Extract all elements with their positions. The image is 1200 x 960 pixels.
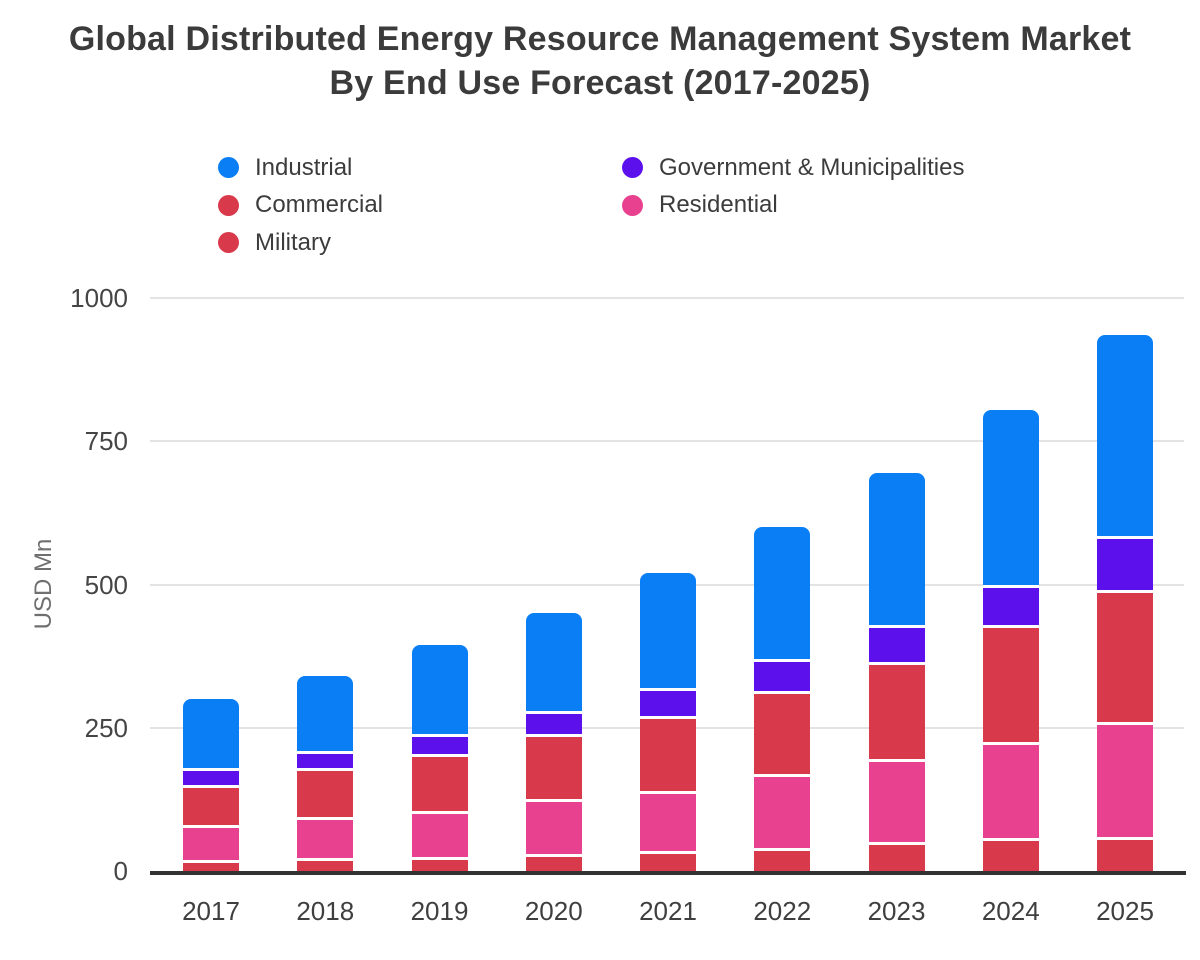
legend-label-commercial: Commercial: [255, 191, 383, 219]
bar-2024-segment-government-municipalities[interactable]: [983, 585, 1039, 625]
bar-2019-segment-military[interactable]: [412, 857, 468, 871]
plot-area: 201720182019202020212022202320242025: [155, 298, 1184, 871]
bar-2019-segment-commercial[interactable]: [412, 754, 468, 811]
bar-2021-segment-commercial[interactable]: [640, 716, 696, 790]
bar-2018[interactable]: [297, 676, 353, 871]
bar-2022-segment-commercial[interactable]: [754, 691, 810, 774]
bar-2021-segment-government-municipalities[interactable]: [640, 688, 696, 717]
x-tick-label-2021: 2021: [610, 896, 726, 927]
bar-2023-segment-military[interactable]: [869, 842, 925, 871]
y-tick-label-250: 250: [0, 712, 128, 744]
bar-2021-segment-industrial[interactable]: [640, 573, 696, 688]
bar-2022-segment-industrial[interactable]: [754, 527, 810, 659]
legend-dot-icon-military: [218, 232, 239, 253]
bar-2023-segment-industrial[interactable]: [869, 473, 925, 625]
bar-2017[interactable]: [183, 699, 239, 871]
legend-column-left: Industrial Commercial Military: [218, 149, 383, 262]
x-tick-label-2022: 2022: [724, 896, 840, 927]
bar-2017-segment-commercial[interactable]: [183, 785, 239, 825]
bar-2017-segment-government-municipalities[interactable]: [183, 768, 239, 785]
legend-label-military: Military: [255, 229, 331, 257]
bar-2024-segment-industrial[interactable]: [983, 410, 1039, 585]
bar-2021-segment-residential[interactable]: [640, 791, 696, 851]
bar-2020-segment-government-municipalities[interactable]: [526, 711, 582, 734]
bar-2018-segment-government-municipalities[interactable]: [297, 751, 353, 768]
chart-canvas: Global Distributed Energy Resource Manag…: [0, 0, 1200, 960]
legend-label-government-municipalities: Government & Municipalities: [659, 154, 964, 182]
bar-2024-segment-military[interactable]: [983, 838, 1039, 871]
bar-2019-segment-industrial[interactable]: [412, 645, 468, 734]
gridline-1000: [150, 297, 1184, 299]
bar-2025-segment-industrial[interactable]: [1097, 335, 1153, 536]
y-tick-label-1000: 1000: [0, 282, 128, 314]
bar-2017-segment-industrial[interactable]: [183, 699, 239, 768]
x-axis-line: [150, 871, 1186, 875]
bar-2018-segment-commercial[interactable]: [297, 768, 353, 817]
x-tick-label-2018: 2018: [267, 896, 383, 927]
bar-2025[interactable]: [1097, 335, 1153, 871]
legend-column-right: Government & Municipalities Residential: [622, 149, 964, 224]
legend-dot-icon-commercial: [218, 195, 239, 216]
bar-2025-segment-military[interactable]: [1097, 837, 1153, 871]
bar-2020[interactable]: [526, 613, 582, 871]
x-tick-label-2020: 2020: [496, 896, 612, 927]
bar-2018-segment-military[interactable]: [297, 858, 353, 871]
bar-2019-segment-government-municipalities[interactable]: [412, 734, 468, 754]
bar-2017-segment-residential[interactable]: [183, 825, 239, 859]
bar-2021[interactable]: [640, 573, 696, 871]
bar-2025-segment-residential[interactable]: [1097, 722, 1153, 837]
bar-2022-segment-military[interactable]: [754, 848, 810, 871]
bar-2022-segment-government-municipalities[interactable]: [754, 659, 810, 691]
legend-item-commercial[interactable]: Commercial: [218, 187, 383, 225]
legend-label-residential: Residential: [659, 191, 778, 219]
bar-2023-segment-commercial[interactable]: [869, 662, 925, 759]
bar-2018-segment-residential[interactable]: [297, 817, 353, 859]
bar-2020-segment-residential[interactable]: [526, 799, 582, 853]
legend-dot-icon-residential: [622, 195, 643, 216]
bar-2023[interactable]: [869, 473, 925, 871]
bar-2020-segment-industrial[interactable]: [526, 613, 582, 710]
bar-2020-segment-commercial[interactable]: [526, 734, 582, 800]
y-tick-label-750: 750: [0, 425, 128, 457]
bar-2024-segment-residential[interactable]: [983, 742, 1039, 838]
legend-item-industrial[interactable]: Industrial: [218, 149, 383, 187]
y-tick-label-500: 500: [0, 569, 128, 601]
x-tick-label-2025: 2025: [1067, 896, 1183, 927]
x-tick-label-2017: 2017: [153, 896, 269, 927]
bar-2019-segment-residential[interactable]: [412, 811, 468, 857]
bar-2023-segment-residential[interactable]: [869, 759, 925, 842]
x-tick-label-2019: 2019: [382, 896, 498, 927]
x-tick-label-2023: 2023: [839, 896, 955, 927]
legend-dot-icon-industrial: [218, 157, 239, 178]
bar-2024-segment-commercial[interactable]: [983, 625, 1039, 742]
bar-2024[interactable]: [983, 410, 1039, 871]
bar-2023-segment-government-municipalities[interactable]: [869, 625, 925, 662]
bar-2022[interactable]: [754, 527, 810, 871]
legend-item-government-municipalities[interactable]: Government & Municipalities: [622, 149, 964, 187]
bar-2025-segment-government-municipalities[interactable]: [1097, 536, 1153, 590]
bar-2022-segment-residential[interactable]: [754, 774, 810, 848]
bar-2018-segment-industrial[interactable]: [297, 676, 353, 750]
legend-item-military[interactable]: Military: [218, 224, 383, 262]
y-tick-label-0: 0: [0, 855, 128, 887]
chart-title: Global Distributed Energy Resource Manag…: [60, 17, 1140, 105]
legend-dot-icon-government-municipalities: [622, 157, 643, 178]
legend-label-industrial: Industrial: [255, 154, 352, 182]
bar-2021-segment-military[interactable]: [640, 851, 696, 871]
bar-2017-segment-military[interactable]: [183, 860, 239, 871]
x-tick-label-2024: 2024: [953, 896, 1069, 927]
legend-item-residential[interactable]: Residential: [622, 187, 964, 225]
bar-2019[interactable]: [412, 645, 468, 871]
bar-2025-segment-commercial[interactable]: [1097, 590, 1153, 722]
bar-2020-segment-military[interactable]: [526, 854, 582, 871]
